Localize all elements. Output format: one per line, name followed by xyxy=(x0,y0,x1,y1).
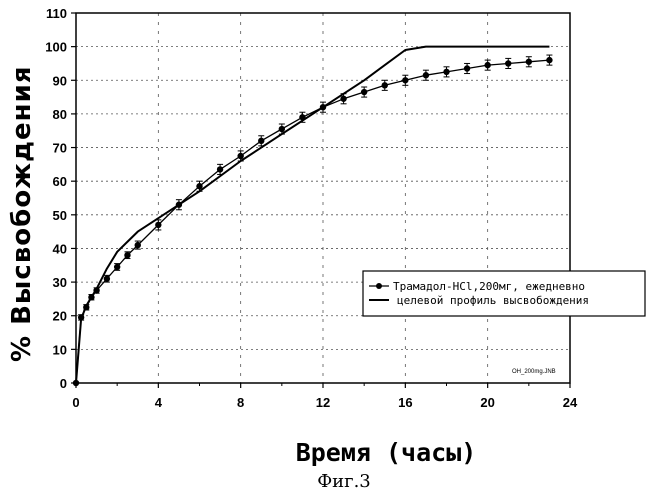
grid-lines xyxy=(76,13,570,383)
y-tick-label: 30 xyxy=(53,275,67,290)
data-point xyxy=(279,126,285,132)
data-point xyxy=(114,264,120,270)
y-tick-label: 90 xyxy=(53,73,67,88)
y-tick-label: 80 xyxy=(53,107,67,122)
x-tick-label: 4 xyxy=(155,395,163,410)
file-note: OH_200mg.JNB xyxy=(512,369,556,375)
data-point xyxy=(340,96,346,102)
legend-label-target: целевой профиль высвобождения xyxy=(397,294,589,307)
data-point xyxy=(546,57,552,63)
y-tick-label: 40 xyxy=(53,241,67,256)
data-point xyxy=(217,166,223,172)
y-tick-label: 110 xyxy=(46,6,67,21)
x-axis-label: Время (часы) xyxy=(296,438,477,467)
data-point xyxy=(382,82,388,88)
x-tick-label: 20 xyxy=(480,395,494,410)
y-tick-label: 100 xyxy=(45,40,67,55)
data-point xyxy=(104,276,110,282)
data-point xyxy=(443,69,449,75)
y-tick-label: 20 xyxy=(53,309,67,324)
x-tick-label: 8 xyxy=(237,395,244,410)
data-point xyxy=(464,65,470,71)
data-point xyxy=(505,60,511,66)
legend: Трамадол-HCl,200мг, ежедневно целевой пр… xyxy=(363,271,645,316)
legend-label-tramadol: Трамадол-HCl,200мг, ежедневно xyxy=(393,280,585,293)
legend-marker-tramadol xyxy=(376,283,382,289)
data-point xyxy=(361,89,367,95)
data-point xyxy=(135,242,141,248)
data-point xyxy=(124,252,130,258)
data-point xyxy=(423,72,429,78)
y-tick-label: 70 xyxy=(53,141,67,156)
x-tick-label: 0 xyxy=(72,395,79,410)
x-tick-label: 12 xyxy=(316,395,330,410)
series-line-tramadol xyxy=(76,60,549,383)
y-tick-label: 60 xyxy=(53,174,67,189)
y-tick-label: 0 xyxy=(60,376,67,391)
y-axis-label: % Высвобождения xyxy=(7,65,37,362)
x-tick-labels: 0 4 8 12 16 20 24 xyxy=(72,395,578,410)
figure-caption: Фиг.3 xyxy=(317,471,371,492)
x-tick-label: 16 xyxy=(398,395,412,410)
plot-frame xyxy=(71,13,570,388)
data-point xyxy=(402,77,408,83)
y-tick-label: 10 xyxy=(53,342,67,357)
data-point xyxy=(155,222,161,228)
y-tick-label: 50 xyxy=(53,208,67,223)
series-group xyxy=(73,47,553,387)
x-tick-label: 24 xyxy=(563,395,578,410)
data-point xyxy=(258,138,264,144)
data-point xyxy=(484,62,490,68)
data-point xyxy=(526,59,532,65)
y-tick-labels: 0 10 20 30 40 50 60 70 80 90 100 110 xyxy=(45,6,67,391)
data-point xyxy=(237,153,243,159)
